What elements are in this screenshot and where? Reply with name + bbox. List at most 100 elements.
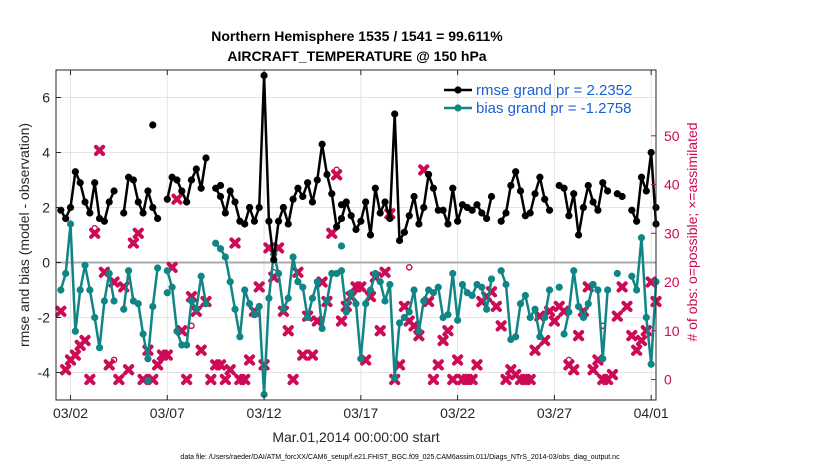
bias-point [91,313,99,322]
y2-tick-label: 10 [664,323,680,339]
bias-point [357,355,365,363]
obs-assimilated-point [335,315,348,327]
obs-assimilated-point [103,359,115,371]
bias-point [313,278,321,286]
x-tick-label: 03/22 [440,405,475,421]
rmse-point [216,192,225,201]
rmse-point [507,181,515,190]
rmse-point [362,198,370,206]
obs-x-marker [326,227,338,239]
obs-x-marker [152,359,164,371]
obs-assimilated-point [93,144,106,157]
rmse-point [502,209,510,217]
x-tick-label: 03/12 [247,405,282,421]
obs-assimilated-point [297,349,309,361]
rmse-point [439,206,447,214]
rmse-point [62,214,70,223]
rmse-point [245,203,254,212]
obs-assimilated-point [398,300,410,313]
rmse-point [454,217,462,225]
legend-bias-marker [454,104,462,112]
bias-point [260,390,268,399]
legend-rmse-label: rmse grand pr = 2.2352 [476,82,632,99]
rmse-point [410,192,418,201]
rmse-point [265,217,273,225]
obs-x-marker [132,227,144,239]
obs-x-marker [447,373,459,386]
bias-point [468,291,476,300]
obs-x-marker [626,330,638,342]
rmse-point [483,214,491,223]
bias-point [526,313,534,322]
rmse-point [376,209,384,217]
bias-line-segment [122,267,159,361]
rmse-line-segment [562,181,609,237]
obs-x-marker [572,330,585,342]
bias-point [584,300,592,308]
obs-x-marker [331,169,343,181]
bias-point [110,297,118,305]
rmse-point [347,212,355,220]
rmse-point [487,192,496,201]
bias-point [637,234,646,242]
obs-x-marker [205,373,217,386]
bias-point [124,267,133,275]
obs-x-marker [524,373,536,386]
obs-x-marker [122,364,135,376]
bias-point [308,294,317,302]
y-tick-label: -2 [38,310,51,326]
y2-tick-label: 40 [664,177,680,193]
rmse-point [299,192,307,201]
bias-point [366,286,375,294]
rmse-point [86,209,94,217]
obs-x-marker [568,364,580,376]
obs-assimilated-point [181,373,193,386]
obs-assimilated-point [427,373,440,386]
bias-point [81,261,89,269]
rmse-point [420,203,428,212]
obs-x-marker [500,373,512,386]
obs-x-marker [427,373,440,386]
y2-tick-label: 0 [664,372,672,388]
obs-x-marker [282,325,294,337]
rmse-point [570,190,578,198]
bias-point [531,305,539,313]
bias-point [444,311,452,319]
bias-line-segment [562,269,609,361]
obs-x-marker [355,281,367,293]
obs-assimilated-point [311,315,323,327]
rmse-point [541,195,549,203]
obs-assimilated-point [331,169,343,181]
obs-assimilated-point [626,330,638,342]
y-tick-label: 6 [42,90,50,106]
x-tick-label: 04/01 [634,405,669,421]
rmse-point [337,201,346,209]
bias-point [250,311,258,319]
bias-point [579,313,588,322]
rmse-point [333,223,341,231]
rmse-point [400,228,408,236]
rmse-point [173,176,181,184]
rmse-point [512,168,520,176]
obs-x-marker [84,373,96,386]
obs-x-marker [466,373,478,386]
bias-point [458,280,467,289]
obs-x-marker [621,300,633,313]
rmse-point [478,209,486,217]
bias-point [299,283,307,291]
obs-x-marker [442,325,454,337]
bias-point [274,269,283,278]
obs-assimilated-point [205,373,217,386]
rmse-point [76,179,84,187]
obs-x-marker [79,334,91,347]
rmse-point [183,198,191,206]
rmse-point [526,209,534,217]
rmse-point [579,203,588,212]
bias-point [245,300,254,308]
obs-assimilated-point [631,344,643,356]
bias-point [202,300,210,308]
obs-x-marker [635,334,648,347]
obs-assimilated-point [55,305,67,317]
rmse-point [274,217,283,225]
bias-point [502,280,510,289]
